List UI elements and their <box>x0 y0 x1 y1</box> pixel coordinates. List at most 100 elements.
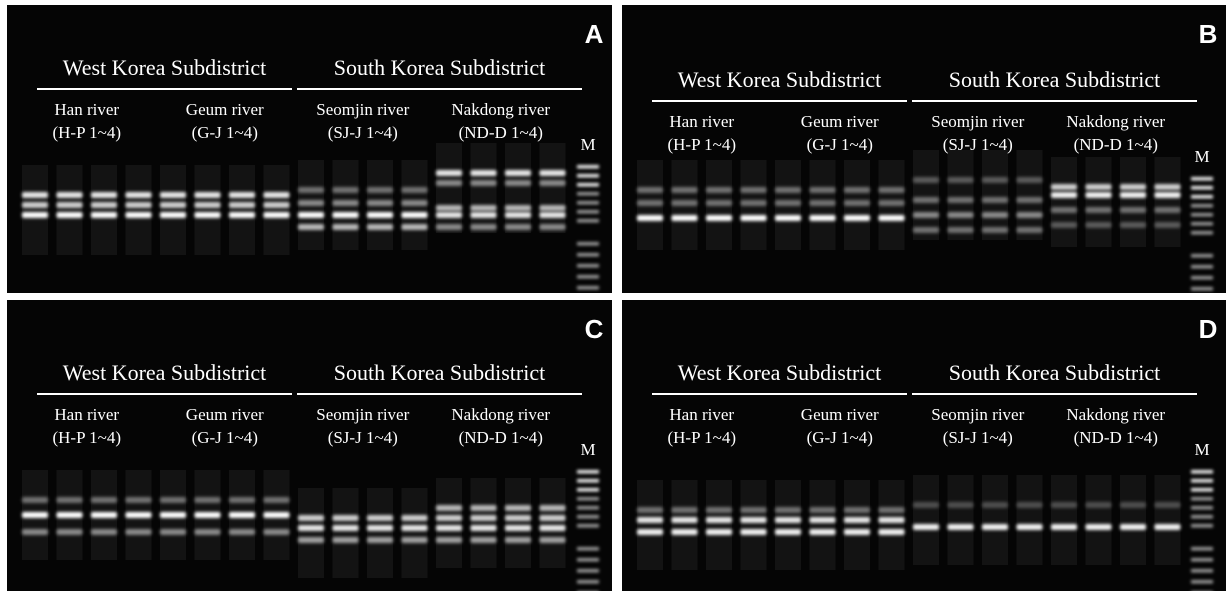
band <box>22 529 48 535</box>
band <box>810 529 836 535</box>
lane-smear <box>402 488 428 578</box>
band <box>1017 227 1043 233</box>
band <box>367 515 393 521</box>
river-code: (G-J 1~4) <box>192 123 258 142</box>
marker-band <box>577 479 599 483</box>
band <box>22 212 48 218</box>
lane-smear <box>505 143 531 233</box>
band <box>402 224 428 230</box>
lane-smear <box>22 165 48 255</box>
band <box>948 177 974 183</box>
band <box>22 512 48 518</box>
band <box>637 529 663 535</box>
marker-band <box>577 192 599 196</box>
band <box>879 200 905 206</box>
band <box>1051 184 1077 190</box>
band <box>540 525 566 531</box>
band <box>982 227 1008 233</box>
band <box>91 529 117 535</box>
lane-smear <box>741 480 767 570</box>
marker-band <box>577 253 599 257</box>
band <box>22 202 48 208</box>
band <box>57 192 83 198</box>
band <box>57 529 83 535</box>
marker-label: M <box>1194 440 1209 459</box>
band <box>229 512 255 518</box>
marker-band <box>1191 497 1213 501</box>
band <box>126 497 152 503</box>
band <box>160 212 186 218</box>
band <box>948 502 974 508</box>
band <box>333 224 359 230</box>
band <box>1017 502 1043 508</box>
band <box>91 192 117 198</box>
river-name: Nakdong river <box>1066 112 1165 131</box>
band <box>844 215 870 221</box>
band <box>264 192 290 198</box>
band <box>471 505 497 511</box>
band <box>775 187 801 193</box>
river-code: (G-J 1~4) <box>807 428 873 447</box>
band <box>160 529 186 535</box>
band <box>775 507 801 513</box>
band <box>91 497 117 503</box>
band <box>367 200 393 206</box>
band <box>333 200 359 206</box>
river-code: (SJ-J 1~4) <box>943 428 1013 447</box>
band <box>298 224 324 230</box>
band <box>1155 192 1181 198</box>
marker-label: M <box>1194 147 1209 166</box>
river-code: (ND-D 1~4) <box>459 428 543 447</box>
band <box>540 170 566 176</box>
band <box>1017 197 1043 203</box>
lane-smear <box>706 480 732 570</box>
river-code: (ND-D 1~4) <box>1074 135 1158 154</box>
band <box>1086 524 1112 530</box>
band <box>637 215 663 221</box>
lane-smear <box>505 478 531 568</box>
figure: AWest Korea SubdistrictHan river(H-P 1~4… <box>0 0 1231 594</box>
band <box>540 205 566 211</box>
marker-band <box>577 219 599 223</box>
band <box>195 192 221 198</box>
band <box>160 512 186 518</box>
lane-smear <box>982 150 1008 240</box>
band <box>741 517 767 523</box>
band <box>264 512 290 518</box>
band <box>436 515 462 521</box>
band <box>672 517 698 523</box>
panel-label: B <box>1199 19 1218 49</box>
marker-band <box>1191 558 1213 562</box>
band <box>741 215 767 221</box>
band <box>471 537 497 543</box>
band <box>948 212 974 218</box>
band <box>706 529 732 535</box>
band <box>982 197 1008 203</box>
lane-smear <box>1051 475 1077 565</box>
band <box>126 192 152 198</box>
band <box>1155 524 1181 530</box>
lane-smear <box>160 165 186 255</box>
lane-smear <box>948 150 974 240</box>
band <box>741 507 767 513</box>
band <box>160 202 186 208</box>
lane-smear <box>913 150 939 240</box>
band <box>810 187 836 193</box>
marker-band <box>1191 506 1213 510</box>
band <box>637 517 663 523</box>
band <box>264 497 290 503</box>
lane-smear <box>913 475 939 565</box>
marker-band <box>1191 524 1213 528</box>
lane-smear <box>57 165 83 255</box>
band <box>333 525 359 531</box>
band <box>436 525 462 531</box>
marker-band <box>577 515 599 519</box>
marker-band <box>1191 213 1213 217</box>
band <box>1120 192 1146 198</box>
lane-smear <box>1120 157 1146 247</box>
panel-label: D <box>1199 314 1218 344</box>
marker-band <box>577 580 599 584</box>
band <box>741 200 767 206</box>
band <box>948 524 974 530</box>
